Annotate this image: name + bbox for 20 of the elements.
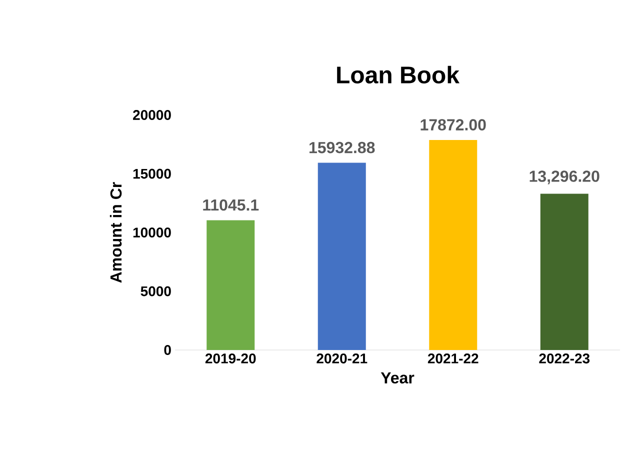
x-axis-title: Year [380, 372, 414, 384]
y-tick-label: 5000 [140, 286, 171, 296]
bar [206, 220, 255, 350]
data-label: 13,296.20 [530, 170, 600, 184]
data-label: 15932.88 [310, 142, 375, 154]
y-tick-label: 15000 [133, 168, 171, 179]
y-tick-label: 10000 [133, 228, 171, 238]
x-tick-label: 2020-21 [316, 354, 368, 364]
chart-title: Loan Book [337, 66, 460, 84]
bar [540, 194, 588, 350]
x-tick-label: 2019-20 [205, 354, 256, 364]
data-label: 17872.00 [420, 119, 486, 130]
x-tick-label: 2022-23 [539, 354, 590, 364]
y-tick-label: 0 [164, 345, 171, 355]
data-label: 11045.1 [203, 199, 259, 211]
y-axis-title: Amount in Cr [110, 182, 122, 283]
bar [318, 162, 366, 350]
y-tick-label: 20000 [133, 110, 171, 120]
x-tick-label: 2021-22 [428, 354, 478, 364]
bar [429, 140, 478, 350]
